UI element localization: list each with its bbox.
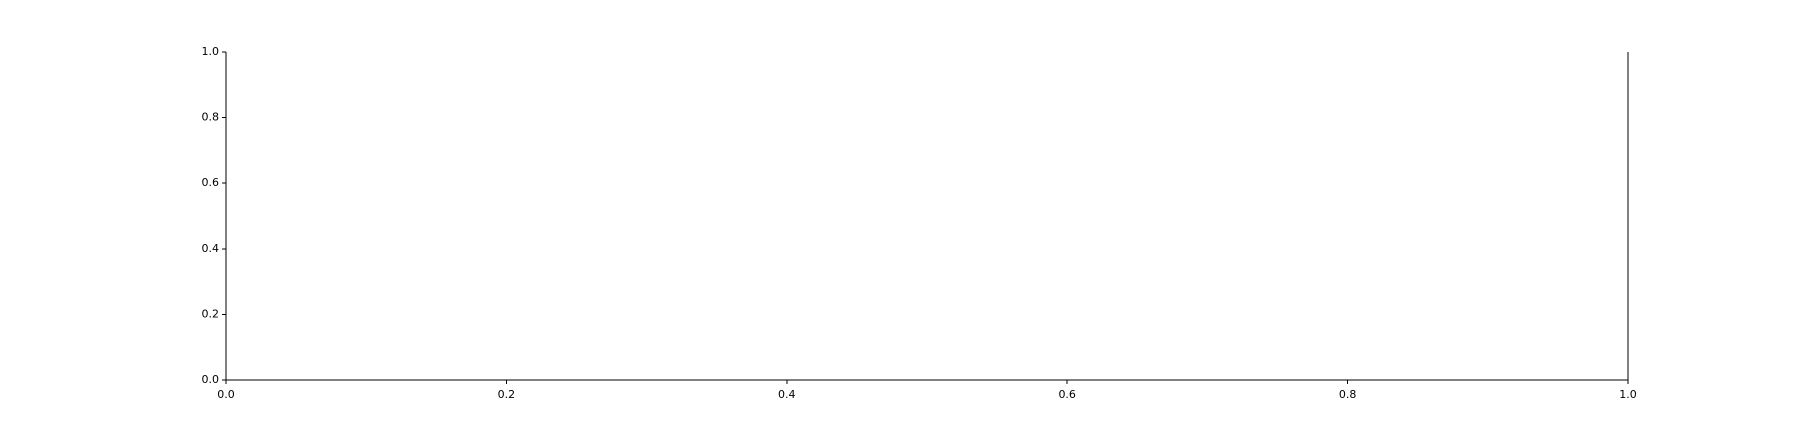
y-tick-label: 0.2 xyxy=(202,307,220,320)
y-tick-label: 0.8 xyxy=(202,111,220,124)
plot-area xyxy=(225,52,1629,381)
x-axis-ticks: 0.0 0.2 0.4 0.6 0.8 1.0 xyxy=(217,380,1637,401)
x-tick-label: 0.8 xyxy=(1339,388,1357,401)
x-tick-label: 1.0 xyxy=(1619,388,1637,401)
y-tick-label: 0.6 xyxy=(202,176,220,189)
y-tick-label: 0.4 xyxy=(202,242,220,255)
y-axis-ticks: 0.0 0.2 0.4 0.6 0.8 1.0 xyxy=(202,45,226,386)
y-tick-label: 1.0 xyxy=(202,45,220,58)
x-tick-label: 0.0 xyxy=(217,388,235,401)
y-tick-label: 0.0 xyxy=(202,373,220,386)
x-tick-label: 0.2 xyxy=(498,388,516,401)
x-tick-label: 0.6 xyxy=(1058,388,1076,401)
x-tick-label: 0.4 xyxy=(778,388,796,401)
